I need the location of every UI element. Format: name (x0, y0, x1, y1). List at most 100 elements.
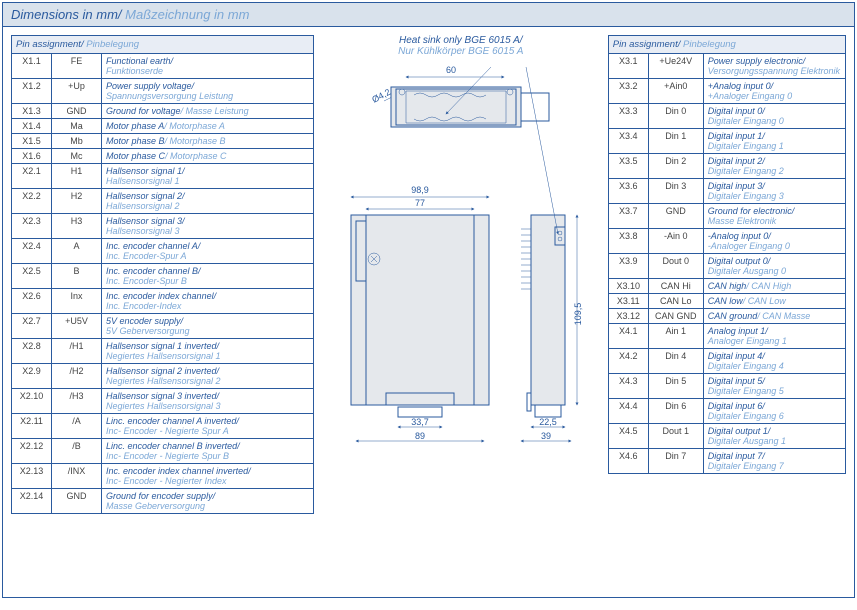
pin-signal: Din 2 (648, 154, 703, 179)
pin-description: Digital input 3/Digitaler Eingang 3 (703, 179, 845, 204)
table-header-right: Pin assignment/ Pinbelegung (608, 36, 845, 54)
pin-description: Digital input 6/Digitaler Eingang 6 (703, 399, 845, 424)
pin-number: X3.6 (608, 179, 648, 204)
pin-description: Linc. encoder channel A inverted/Inc- En… (102, 414, 314, 439)
front-side-drawing: 98,9 77 33,7 89 (326, 179, 596, 459)
pin-description: Power supply electronic/Versorgungsspann… (703, 54, 845, 79)
pin-signal: A (52, 239, 102, 264)
pin-signal: Ma (52, 119, 102, 134)
pin-signal: Dout 1 (648, 424, 703, 449)
pin-signal: Din 5 (648, 374, 703, 399)
pin-number: X3.9 (608, 254, 648, 279)
title-de: Maßzeichnung in mm (125, 7, 249, 22)
table-row: X2.13/INXInc. encoder index channel inve… (12, 464, 314, 489)
pin-signal: +U5V (52, 314, 102, 339)
pin-description: -Analog input 0/-Analoger Eingang 0 (703, 229, 845, 254)
pin-description: Motor phase C/ Motorphase C (102, 149, 314, 164)
table-row: X4.3Din 5Digital input 5/Digitaler Einga… (608, 374, 845, 399)
table-row: X3.3Din 0Digital input 0/Digitaler Einga… (608, 104, 845, 129)
table-row: X2.5BInc. encoder channel B/Inc. Encoder… (12, 264, 314, 289)
left-column: Pin assignment/ Pinbelegung X1.1FEFuncti… (11, 35, 314, 589)
pin-signal: /H2 (52, 364, 102, 389)
pin-description: Digital input 0/Digitaler Eingang 0 (703, 104, 845, 129)
pin-signal: GND (648, 204, 703, 229)
table-row: X3.5Din 2Digital input 2/Digitaler Einga… (608, 154, 845, 179)
dim-front-inner: 77 (415, 198, 425, 208)
table-row: X1.2+UpPower supply voltage/Spannungsver… (12, 79, 314, 104)
pin-signal: GND (52, 489, 102, 514)
pin-signal: CAN Hi (648, 279, 703, 294)
pin-signal: /H3 (52, 389, 102, 414)
table-row: X2.7+U5V5V encoder supply/5V Geberversor… (12, 314, 314, 339)
table-row: X3.8-Ain 0-Analog input 0/-Analoger Eing… (608, 229, 845, 254)
pin-number: X1.5 (12, 134, 52, 149)
pin-number: X2.14 (12, 489, 52, 514)
pin-description: Inc. encoder channel B/Inc. Encoder-Spur… (102, 264, 314, 289)
pin-description: Digital input 4/Digitaler Eingang 4 (703, 349, 845, 374)
pin-description: Digital input 7/Digitaler Eingang 7 (703, 449, 845, 474)
pin-signal: Mc (52, 149, 102, 164)
heatsink-label: Heat sink only BGE 6015 A/ Nur Kühlkörpe… (326, 35, 596, 57)
title-en: Dimensions in mm (11, 7, 118, 22)
table-row: X3.2+Ain0+Analog input 0/+Analoger Einga… (608, 79, 845, 104)
pin-signal: Inx (52, 289, 102, 314)
pin-description: Motor phase A/ Motorphase A (102, 119, 314, 134)
pin-signal: H1 (52, 164, 102, 189)
pin-description: Hallsensor signal 3 inverted/Negiertes H… (102, 389, 314, 414)
table-row: X3.7GNDGround for electronic/Masse Elekt… (608, 204, 845, 229)
pin-number: X2.11 (12, 414, 52, 439)
dim-top-width: 60 (446, 65, 456, 75)
pin-table-right: Pin assignment/ Pinbelegung X3.1+Ue24VPo… (608, 35, 846, 474)
pin-signal: Din 6 (648, 399, 703, 424)
table-row: X1.5MbMotor phase B/ Motorphase B (12, 134, 314, 149)
dim-front-bot-outer: 89 (415, 431, 425, 441)
table-row: X3.12CAN GNDCAN ground/ CAN Masse (608, 309, 845, 324)
content-row: Pin assignment/ Pinbelegung X1.1FEFuncti… (3, 27, 854, 597)
pin-signal: H3 (52, 214, 102, 239)
pin-description: CAN high/ CAN High (703, 279, 845, 294)
pin-number: X4.6 (608, 449, 648, 474)
pin-number: X4.5 (608, 424, 648, 449)
pin-number: X2.5 (12, 264, 52, 289)
pin-signal: FE (52, 54, 102, 79)
pin-description: Ground for encoder supply/Masse Geberver… (102, 489, 314, 514)
table-row: X4.2Din 4Digital input 4/Digitaler Einga… (608, 349, 845, 374)
pin-description: Inc. encoder index channel/Inc. Encoder-… (102, 289, 314, 314)
table-row: X2.2H2Hallsensor signal 2/Hallsensorsign… (12, 189, 314, 214)
pin-description: Digital input 1/Digitaler Eingang 1 (703, 129, 845, 154)
pin-number: X3.8 (608, 229, 648, 254)
pin-number: X4.1 (608, 324, 648, 349)
pin-description: Hallsensor signal 2/Hallsensorsignal 2 (102, 189, 314, 214)
pin-description: CAN ground/ CAN Masse (703, 309, 845, 324)
pin-description: Hallsensor signal 1/Hallsensorsignal 1 (102, 164, 314, 189)
pin-signal: CAN Lo (648, 294, 703, 309)
right-column: Pin assignment/ Pinbelegung X3.1+Ue24VPo… (608, 35, 846, 589)
table-row: X2.11/ALinc. encoder channel A inverted/… (12, 414, 314, 439)
pin-description: Digital output 0/Digitaler Ausgang 0 (703, 254, 845, 279)
top-view-drawing: 60 Ø4,2 (336, 59, 596, 149)
table-row: X4.5Dout 1Digital output 1/Digitaler Aus… (608, 424, 845, 449)
pin-number: X2.1 (12, 164, 52, 189)
pin-number: X4.2 (608, 349, 648, 374)
pin-number: X2.9 (12, 364, 52, 389)
pin-number: X3.4 (608, 129, 648, 154)
pin-description: Power supply voltage/Spannungsversorgung… (102, 79, 314, 104)
pin-signal: Din 3 (648, 179, 703, 204)
pin-description: Hallsensor signal 3/Hallsensorsignal 3 (102, 214, 314, 239)
pin-number: X1.3 (12, 104, 52, 119)
table-row: X1.1FEFunctional earth/Funktionserde (12, 54, 314, 79)
pin-signal: Din 7 (648, 449, 703, 474)
pin-number: X3.3 (608, 104, 648, 129)
table-row: X3.11CAN LoCAN low/ CAN Low (608, 294, 845, 309)
pin-signal: Dout 0 (648, 254, 703, 279)
pin-number: X2.7 (12, 314, 52, 339)
pin-number: X3.5 (608, 154, 648, 179)
pin-signal: H2 (52, 189, 102, 214)
pin-number: X4.3 (608, 374, 648, 399)
pin-signal: +Ain0 (648, 79, 703, 104)
pin-number: X2.6 (12, 289, 52, 314)
pin-description: Hallsensor signal 2 inverted/Negiertes H… (102, 364, 314, 389)
table-row: X4.4Din 6Digital input 6/Digitaler Einga… (608, 399, 845, 424)
dim-side-height: 109,5 (573, 303, 583, 326)
table-row: X2.3H3Hallsensor signal 3/Hallsensorsign… (12, 214, 314, 239)
